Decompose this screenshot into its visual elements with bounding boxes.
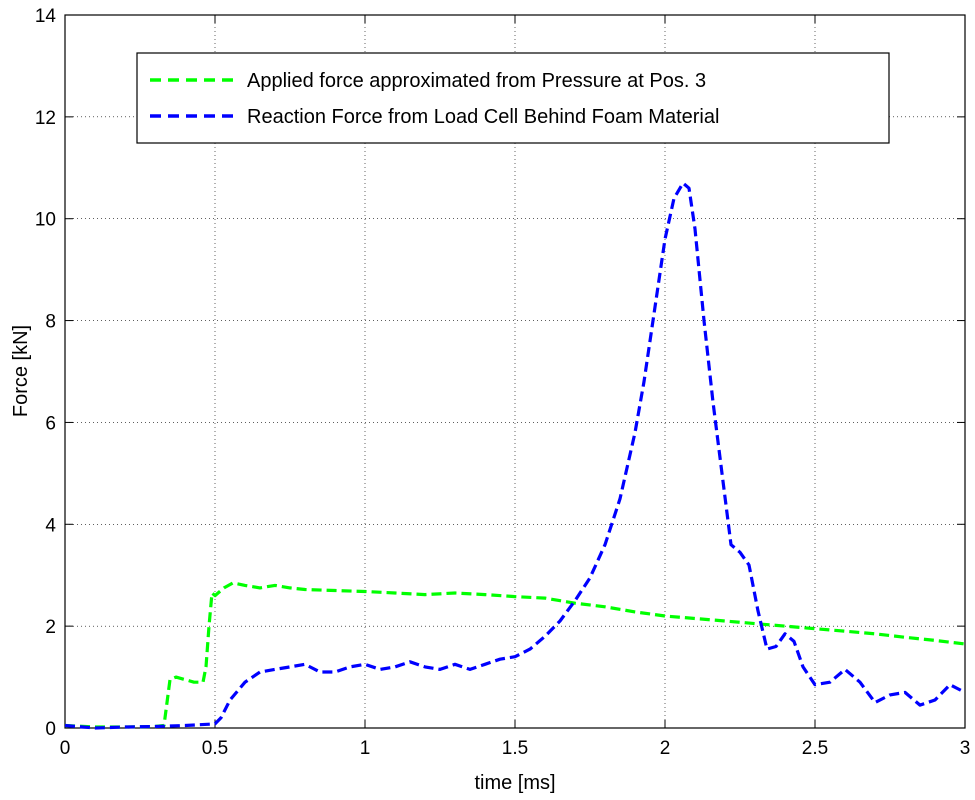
x-tick-label: 0.5: [202, 738, 228, 759]
x-axis-label: time [ms]: [474, 772, 555, 794]
legend-box: [137, 53, 889, 143]
x-tick-label: 0: [60, 738, 71, 759]
y-tick-label: 2: [45, 617, 56, 638]
x-tick-label: 3: [960, 738, 971, 759]
x-tick-label: 2.5: [802, 738, 828, 759]
y-tick-label: 4: [45, 515, 56, 536]
x-tick-label: 2: [660, 738, 671, 759]
legend: Applied force approximated from Pressure…: [137, 53, 889, 143]
y-tick-label: 8: [45, 312, 56, 333]
x-tick-label: 1.5: [502, 738, 528, 759]
y-tick-label: 14: [35, 6, 57, 27]
legend-label-applied-force: Applied force approximated from Pressure…: [247, 70, 706, 92]
y-tick-label: 6: [45, 413, 56, 434]
y-axis-label: Force [kN]: [10, 325, 32, 417]
y-tick-label: 12: [35, 108, 56, 129]
y-tick-label: 0: [45, 719, 56, 740]
legend-label-reaction-force: Reaction Force from Load Cell Behind Foa…: [247, 106, 719, 128]
y-tick-label: 10: [35, 210, 56, 231]
x-tick-label: 1: [360, 738, 371, 759]
